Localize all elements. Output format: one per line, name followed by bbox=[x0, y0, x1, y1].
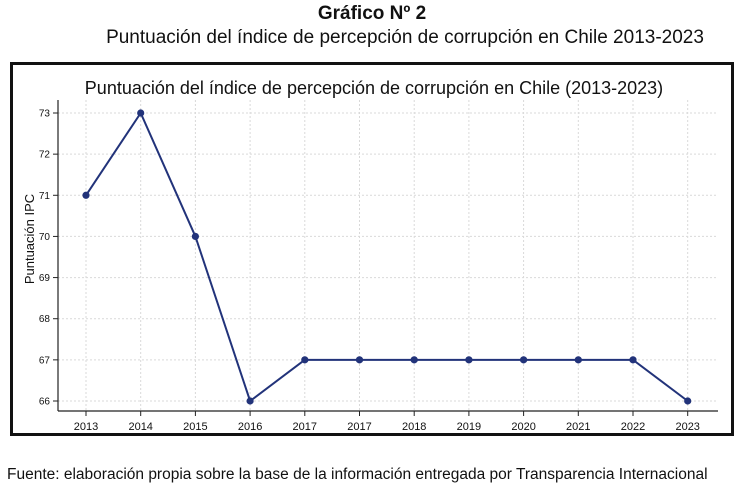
figure-number: Gráfico Nº 2 bbox=[317, 3, 427, 24]
y-axis-label: Puntuación IPC bbox=[22, 194, 37, 284]
x-tick-label-2: 2015 bbox=[183, 421, 207, 433]
x-tick-label-4: 2017 bbox=[293, 421, 317, 433]
figure-title: Puntuación del índice de percepción de c… bbox=[106, 27, 704, 48]
y-tick-label-3: 69 bbox=[39, 273, 51, 284]
data-point-2 bbox=[191, 232, 199, 241]
data-point-7 bbox=[465, 356, 473, 364]
data-point-3 bbox=[246, 397, 254, 405]
data-point-4 bbox=[301, 356, 309, 364]
y-tick-label-2: 68 bbox=[39, 314, 51, 325]
x-tick-label-3: 2016 bbox=[238, 421, 262, 433]
y-tick-label-1: 67 bbox=[39, 355, 51, 366]
data-point-9 bbox=[574, 356, 582, 364]
x-tick-label-7: 2019 bbox=[457, 421, 481, 433]
y-tick-label-7: 73 bbox=[39, 109, 51, 120]
data-point-6 bbox=[410, 356, 418, 364]
data-point-10 bbox=[629, 356, 637, 364]
data-point-1 bbox=[137, 109, 145, 117]
y-tick-label-4: 70 bbox=[39, 232, 51, 243]
x-tick-label-5: 2017 bbox=[347, 421, 371, 433]
x-tick-label-9: 2021 bbox=[566, 421, 590, 433]
data-point-11 bbox=[684, 397, 692, 405]
chart-title: Puntuación del índice de percepción de c… bbox=[85, 78, 663, 98]
source-note: Fuente: elaboración propia sobre la base… bbox=[7, 466, 708, 483]
y-tick-label-5: 71 bbox=[39, 191, 51, 202]
x-tick-label-6: 2018 bbox=[402, 421, 426, 433]
x-tick-label-1: 2014 bbox=[128, 421, 152, 433]
y-tick-label-6: 72 bbox=[39, 150, 51, 161]
x-tick-label-10: 2022 bbox=[621, 421, 645, 433]
line-chart: Puntuación del índice de percepción de c… bbox=[22, 78, 718, 433]
x-tick-label-8: 2020 bbox=[511, 421, 535, 433]
data-point-5 bbox=[355, 356, 364, 364]
series-line bbox=[85, 112, 689, 402]
x-tick-label-0: 2013 bbox=[74, 421, 98, 433]
x-tick-label-11: 2023 bbox=[675, 421, 699, 433]
chart-frame: Puntuación del índice de percepción de c… bbox=[10, 62, 734, 436]
data-point-0 bbox=[82, 191, 90, 199]
y-tick-label-0: 66 bbox=[39, 397, 51, 408]
data-point-8 bbox=[520, 356, 528, 364]
